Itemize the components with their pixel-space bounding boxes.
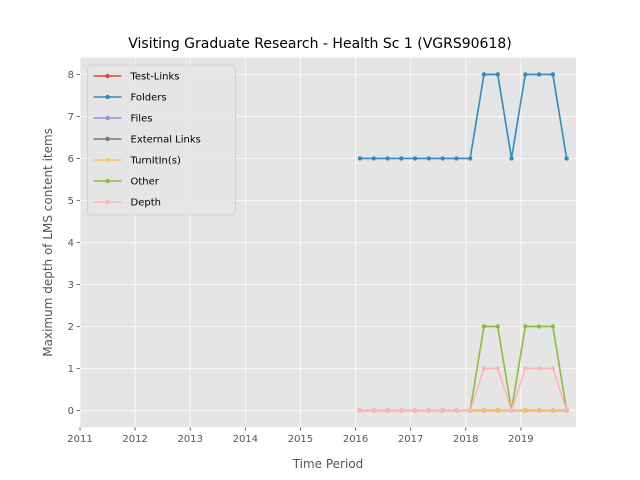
data-point bbox=[523, 408, 528, 413]
x-tick-label: 2017 bbox=[398, 434, 423, 445]
data-point bbox=[426, 408, 432, 413]
legend-marker bbox=[105, 199, 110, 205]
legend-label: Folders bbox=[131, 93, 167, 104]
data-point bbox=[550, 366, 556, 371]
data-point bbox=[523, 324, 528, 329]
legend-label: External Links bbox=[131, 135, 201, 146]
y-axis-label: Maximum depth of LMS content items bbox=[41, 128, 55, 357]
x-tick-label: 2015 bbox=[288, 434, 313, 445]
x-tick-label: 2012 bbox=[122, 434, 147, 445]
legend-item: Test-Links bbox=[93, 72, 180, 83]
data-point bbox=[454, 408, 459, 413]
legend-label: TurnItIn(s) bbox=[130, 156, 181, 167]
data-point bbox=[399, 156, 404, 161]
x-tick-label: 2014 bbox=[233, 434, 258, 445]
data-point bbox=[550, 324, 556, 329]
data-point bbox=[523, 72, 528, 77]
data-point bbox=[564, 408, 569, 413]
legend-label: Test-Links bbox=[130, 72, 180, 83]
y-tick-label: 6 bbox=[68, 154, 74, 165]
data-point bbox=[357, 156, 363, 161]
x-tick-label: 2013 bbox=[177, 434, 202, 445]
legend-item: TurnItIn(s) bbox=[93, 156, 181, 167]
legend-marker bbox=[105, 115, 110, 121]
series-line-depth bbox=[359, 367, 568, 412]
data-point bbox=[495, 324, 500, 329]
data-point bbox=[385, 156, 390, 161]
y-tick-label: 1 bbox=[68, 364, 74, 375]
data-point bbox=[371, 156, 376, 161]
x-tick-label: 2011 bbox=[67, 434, 92, 445]
data-point bbox=[509, 156, 514, 161]
data-point bbox=[357, 408, 363, 413]
data-point bbox=[564, 156, 569, 161]
data-point bbox=[550, 72, 556, 77]
y-tick-label: 7 bbox=[68, 112, 74, 123]
legend: Test-Links Folders Files External Links Turn… bbox=[87, 64, 236, 216]
legend-marker bbox=[105, 157, 110, 163]
legend-label: Other bbox=[131, 177, 160, 188]
data-point bbox=[495, 408, 500, 413]
legend-item: Folders bbox=[93, 93, 167, 104]
data-point bbox=[440, 156, 445, 161]
data-point bbox=[481, 366, 487, 371]
data-point bbox=[467, 156, 473, 161]
data-point bbox=[536, 324, 542, 329]
x-axis-label: Time Period bbox=[292, 457, 364, 471]
legend-label: Depth bbox=[131, 198, 161, 209]
chart-title: Visiting Graduate Research - Health Sc 1… bbox=[128, 36, 512, 52]
legend-label: Files bbox=[131, 114, 153, 125]
series-line-folders bbox=[359, 73, 568, 160]
data-point bbox=[495, 366, 500, 371]
x-tick-label: 2019 bbox=[508, 434, 533, 445]
series-lines bbox=[357, 72, 569, 413]
legend-item: External Links bbox=[93, 135, 201, 146]
data-point bbox=[440, 408, 445, 413]
data-point bbox=[495, 72, 500, 77]
y-tick-label: 4 bbox=[68, 238, 74, 249]
x-tick-label: 2016 bbox=[343, 434, 368, 445]
data-point bbox=[481, 408, 487, 413]
x-tick-label: 2018 bbox=[453, 434, 478, 445]
x-axis-ticks: 2011 2012 2013 2014 2015 2016 2017 2018 2019 bbox=[67, 427, 534, 445]
grid bbox=[79, 57, 576, 428]
data-point bbox=[385, 408, 390, 413]
data-point bbox=[454, 156, 459, 161]
data-point bbox=[371, 408, 376, 413]
data-point bbox=[399, 408, 404, 413]
data-point bbox=[412, 408, 418, 413]
legend-marker bbox=[105, 178, 110, 184]
legend-marker bbox=[105, 136, 110, 142]
y-tick-label: 5 bbox=[68, 196, 74, 207]
data-point bbox=[467, 408, 473, 413]
data-point bbox=[536, 72, 542, 77]
data-point bbox=[550, 408, 556, 413]
series-depth bbox=[357, 366, 569, 413]
data-point bbox=[536, 366, 542, 371]
legend-marker bbox=[105, 94, 110, 100]
data-point bbox=[481, 324, 487, 329]
y-axis-ticks: 0 1 2 3 4 5 6 7 8 bbox=[68, 70, 80, 417]
legend-item: Other bbox=[93, 177, 160, 188]
data-point bbox=[426, 156, 432, 161]
y-tick-label: 0 bbox=[68, 406, 74, 417]
y-tick-label: 2 bbox=[68, 322, 74, 333]
data-point bbox=[412, 156, 418, 161]
data-point bbox=[509, 408, 514, 413]
y-tick-label: 8 bbox=[68, 70, 74, 81]
data-point bbox=[536, 408, 542, 413]
legend-box bbox=[87, 64, 236, 216]
legend-item: Files bbox=[93, 114, 153, 125]
legend-item: Depth bbox=[93, 198, 161, 209]
legend-marker bbox=[105, 73, 110, 79]
data-point bbox=[481, 72, 487, 77]
data-point bbox=[523, 366, 528, 371]
y-tick-label: 3 bbox=[68, 280, 74, 291]
series-folders bbox=[357, 72, 569, 161]
